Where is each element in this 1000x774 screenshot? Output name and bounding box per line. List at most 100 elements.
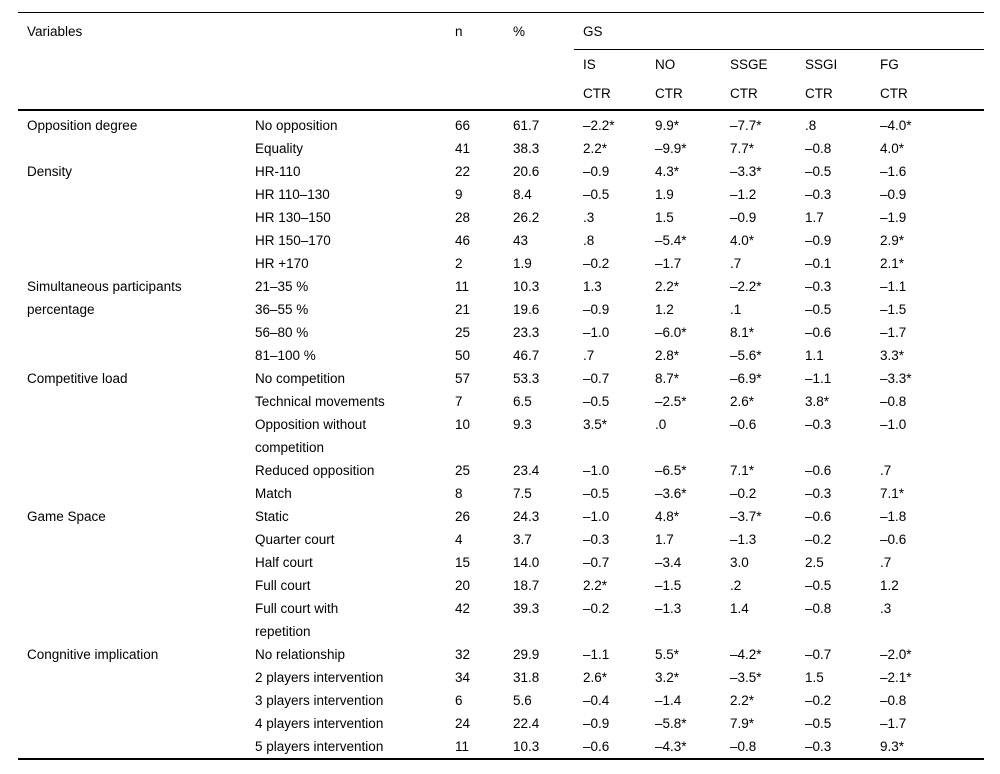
n-value: 4 (455, 532, 463, 547)
category-label: 21–35 % (255, 279, 309, 294)
ssge-ctr-value: –3.5* (730, 670, 762, 685)
fg-ctr-value: .3 (880, 601, 892, 616)
variables-header: Variables (27, 23, 83, 39)
variable-group-label: Congnitive implication (27, 647, 159, 662)
table-row: Technical movements 7 6.5 –0.5 –2.5* 2.6* 3.8*… (18, 390, 984, 413)
no-ctr-value: 1.5 (655, 210, 674, 225)
ssgi-ctr-value: –0.3 (805, 417, 832, 432)
ssgi-ctr-value: –0.2 (805, 693, 832, 708)
ssge-ctr-value: –5.6* (730, 348, 762, 363)
ssgi-ctr-value: –0.5 (805, 578, 832, 593)
fg-ctr-value: –0.9 (880, 187, 907, 202)
table-row: Simultaneous participants percentage 21–3… (18, 275, 984, 317)
no-ctr-value: 4.8* (655, 509, 680, 524)
percent-value: 23.3 (513, 325, 540, 340)
fg-ctr-value: 1.2 (880, 578, 899, 593)
is-header: IS (583, 56, 596, 72)
fg-ctr-value: –1.6 (880, 164, 907, 179)
ssge-ctr-value: –2.2* (730, 279, 762, 294)
category-label: HR 130–150 (255, 210, 331, 225)
category-label: Quarter court (255, 532, 335, 547)
ssge-ctr-value: 8.1* (730, 325, 755, 340)
is-ctr-value: –0.5 (583, 394, 610, 409)
variable-group-label: Game Space (27, 509, 106, 524)
table-row: Game Space Static 26 24.3 –1.0 4.8* –3.7* –0.6 –… (18, 505, 984, 528)
no-ctr-value: 2.8* (655, 348, 680, 363)
is-ctr-value: –0.2 (583, 601, 610, 616)
ssge-ctr-value: –3.7* (730, 509, 762, 524)
is-ctr-value: –1.0 (583, 509, 610, 524)
no-ctr-value: –2.5* (655, 394, 687, 409)
n-value: 32 (455, 647, 471, 662)
table-row: 56–80 % 25 23.3 –1.0 –6.0* 8.1* –0.6 –1.7 (18, 321, 984, 344)
ssgi-ctr-value: –0.7 (805, 647, 832, 662)
n-value: 9 (455, 187, 463, 202)
fg-ctr-value: 7.1* (880, 486, 905, 501)
percent-value: 10.3 (513, 739, 540, 754)
no-ctr-header: CTR (646, 78, 721, 111)
is-ctr-value: 1.3 (583, 279, 602, 294)
table-row: HR 110–130 9 8.4 –0.5 1.9 –1.2 –0.3 –0.9 (18, 183, 984, 206)
fg-ctr-value: –2.1* (880, 670, 912, 685)
ssgi-ctr-value: –0.3 (805, 486, 832, 501)
is-ctr-value: –0.7 (583, 371, 610, 386)
percent-value: 3.7 (513, 532, 532, 547)
ssgi-ctr-value: –0.9 (805, 233, 832, 248)
ssgi-ctr-value: –0.3 (805, 187, 832, 202)
no-ctr-value: 1.9 (655, 187, 674, 202)
no-ctr-value: 8.7* (655, 371, 680, 386)
is-ctr-value: –0.4 (583, 693, 610, 708)
table-row: Reduced opposition 25 23.4 –1.0 –6.5* 7.1* –0.… (18, 459, 984, 482)
no-ctr-value: –1.4 (655, 693, 682, 708)
gs-header: GS (574, 12, 984, 50)
ssge-ctr-value: 1.4 (730, 601, 749, 616)
variable-group-label: Density (27, 164, 73, 179)
ssge-ctr-value: –3.3* (730, 164, 762, 179)
no-ctr-value: –5.4* (655, 233, 687, 248)
percent-value: 24.3 (513, 509, 540, 524)
no-ctr-value: 3.2* (655, 670, 680, 685)
fg-ctr-value: –1.0 (880, 417, 907, 432)
n-value: 50 (455, 348, 471, 363)
table-row: Opposition degree No opposition 66 61.7 –2.2… (18, 110, 984, 137)
no-ctr-value: –9.9* (655, 141, 687, 156)
results-table: Variables n % GS IS NO SSGE SSGI FG CTR … (18, 12, 984, 760)
no-ctr-value: 1.2 (655, 302, 674, 317)
n-value: 28 (455, 210, 471, 225)
percent-value: 43 (513, 233, 529, 248)
no-ctr-value: –1.3 (655, 601, 682, 616)
ssge-ctr-value: 7.7* (730, 141, 755, 156)
percent-value: 31.8 (513, 670, 540, 685)
fg-ctr-value: –3.3* (880, 371, 912, 386)
header-spacer (18, 50, 574, 79)
n-value: 6 (455, 693, 463, 708)
is-ctr-value: –0.2 (583, 256, 610, 271)
ssgi-ctr-value: 1.1 (805, 348, 824, 363)
header-row-ctr: CTR CTR CTR CTR CTR (18, 78, 984, 111)
n-value: 22 (455, 164, 471, 179)
n-value: 25 (455, 463, 471, 478)
ssge-ctr-value: –6.9* (730, 371, 762, 386)
is-ctr-value: –0.9 (583, 164, 610, 179)
category-label: 2 players intervention (255, 670, 384, 685)
is-ctr-value: –0.7 (583, 555, 610, 570)
no-ctr-value: 5.5* (655, 647, 680, 662)
table-body: Opposition degree No opposition 66 61.7 –2.2… (18, 110, 984, 759)
is-ctr-value: .7 (583, 348, 595, 363)
category-label: Reduced opposition (255, 463, 375, 478)
table-row: HR 130–150 28 26.2 .3 1.5 –0.9 1.7 –1.9 (18, 206, 984, 229)
ssge-ctr-value: .7 (730, 256, 742, 271)
ssge-ctr-value: 7.1* (730, 463, 755, 478)
n-value: 15 (455, 555, 471, 570)
fg-ctr-value: –1.8 (880, 509, 907, 524)
table-row: 3 players intervention 6 5.6 –0.4 –1.4 2.2* –0… (18, 689, 984, 712)
percent-value: 5.6 (513, 693, 532, 708)
n-value: 26 (455, 509, 471, 524)
no-ctr-value: –5.8* (655, 716, 687, 731)
n-value: 10 (455, 417, 471, 432)
header-row-subcolumns: IS NO SSGE SSGI FG (18, 50, 984, 79)
fg-ctr-header: CTR (871, 78, 984, 111)
ssge-ctr-value: 7.9* (730, 716, 755, 731)
is-ctr-value: .8 (583, 233, 595, 248)
category-label: Half court (255, 555, 313, 570)
